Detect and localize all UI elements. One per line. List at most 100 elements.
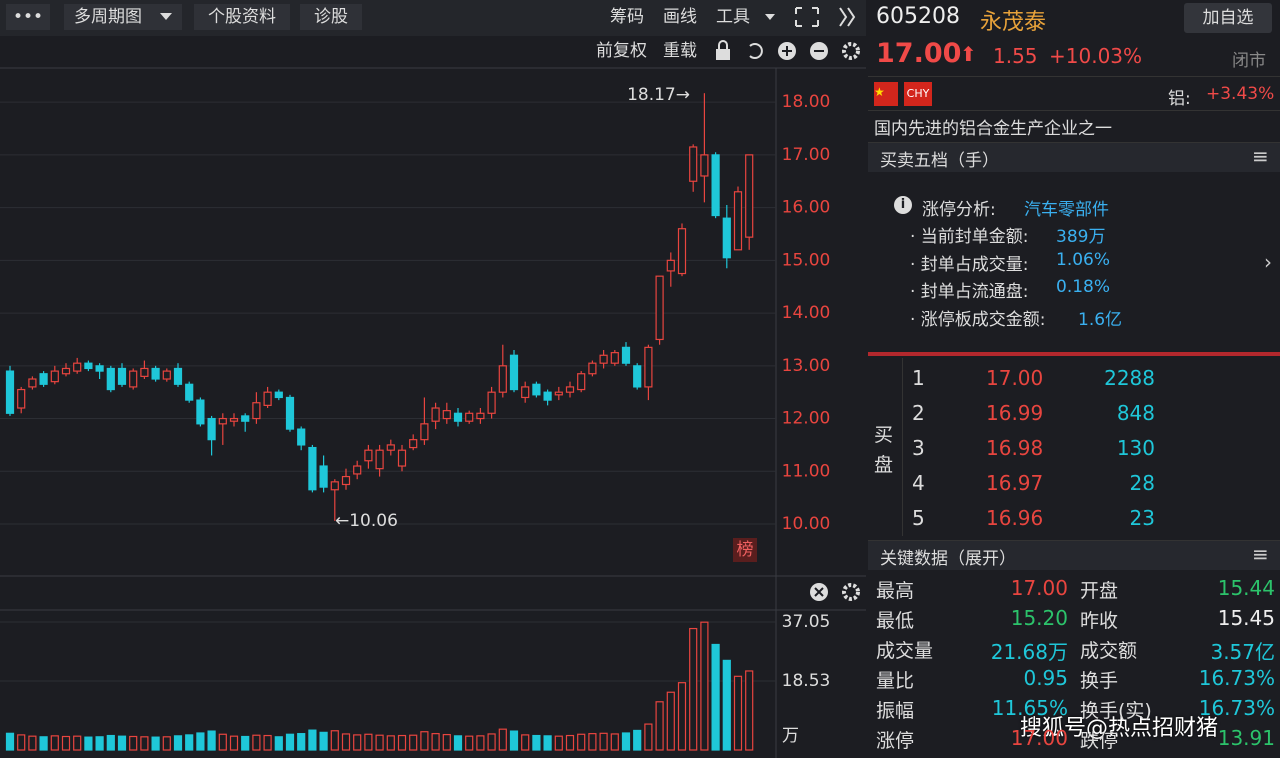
volume-bar	[129, 735, 138, 751]
y-tick-label: 12.00	[782, 409, 831, 429]
volume-bar	[487, 733, 496, 751]
candle-body	[129, 370, 138, 388]
watermark: 搜狐号@热点招财猪	[1020, 716, 1219, 741]
y-tick-label: 16.00	[782, 198, 831, 218]
volume-bar	[73, 735, 82, 751]
market-status: 闭市	[1232, 51, 1266, 71]
volume-bar	[386, 735, 395, 751]
candle-body	[285, 396, 295, 430]
bid-level: 4	[912, 471, 925, 495]
volume-bar	[554, 735, 563, 751]
candle-body	[487, 391, 496, 414]
candle-body	[711, 154, 720, 217]
adjust[interactable]: 前复权	[596, 41, 647, 61]
volume-bar	[207, 730, 216, 751]
order-title: 买卖五档（手）	[880, 151, 999, 171]
volume-bar	[218, 733, 227, 751]
more[interactable]: •••	[13, 7, 43, 27]
candle-body	[677, 228, 687, 275]
volume-bar	[330, 730, 339, 751]
volume-bar	[241, 735, 250, 751]
badge[interactable]: 榜	[737, 540, 754, 560]
volume-bar	[733, 675, 743, 751]
candle-body	[274, 391, 283, 399]
volume-bar	[39, 736, 48, 751]
menu[interactable]: ≡	[1252, 542, 1269, 566]
limit-item-value: 1.06%	[1056, 249, 1111, 270]
bid-price: 16.97	[986, 471, 1044, 495]
more-button[interactable]	[6, 4, 50, 30]
volume-bar	[341, 733, 351, 751]
candle-body	[532, 383, 541, 396]
volume-bar	[263, 734, 272, 751]
menu[interactable]: ≡	[1252, 144, 1269, 168]
candle-body	[39, 373, 48, 385]
volume-bar	[297, 733, 306, 751]
key-value: 15.44	[1217, 576, 1275, 600]
volume-bar	[185, 734, 194, 751]
bid-volume: 23	[1129, 506, 1155, 530]
candle-body	[185, 383, 194, 401]
candle-body	[554, 391, 563, 396]
key-label: 涨停	[876, 730, 915, 752]
volume-bar	[229, 735, 239, 751]
draw[interactable]: 画线	[663, 7, 697, 27]
expand-arrow[interactable]: ›	[1264, 250, 1272, 274]
candle-body	[745, 154, 754, 238]
volume-bar	[621, 732, 631, 751]
key-label: 成交额	[1080, 640, 1138, 662]
volume-bar	[106, 734, 115, 751]
key-value: 17.00	[1010, 726, 1068, 750]
volume-bar	[689, 627, 698, 751]
diagnose-button[interactable]	[300, 4, 362, 30]
period-button[interactable]	[64, 4, 182, 30]
candle-body	[509, 354, 519, 391]
candle-body	[341, 475, 351, 486]
key-value: 15.45	[1217, 606, 1275, 630]
key-label: 昨收	[1080, 610, 1119, 632]
volume-bar	[700, 621, 709, 751]
candle-body	[409, 439, 418, 449]
volume-bar	[476, 735, 485, 751]
volume-bar	[711, 643, 720, 751]
candle-body	[465, 412, 474, 422]
candle-body	[610, 352, 619, 364]
candle-body	[173, 367, 183, 385]
candle-body	[722, 217, 731, 259]
add-watch[interactable]: 加自选	[1184, 3, 1272, 33]
tools[interactable]: 工具	[716, 7, 750, 27]
profile[interactable]: 个股资料	[208, 7, 276, 27]
price: 17.00	[876, 38, 962, 69]
key-value: 16.73%	[1198, 696, 1275, 720]
diagnose[interactable]: 诊股	[314, 7, 348, 27]
key-label: 振幅	[876, 700, 915, 722]
bid-price: 16.99	[986, 401, 1044, 425]
key-value: 3.57亿	[1210, 640, 1275, 664]
candle-body	[50, 370, 59, 383]
volume-bar	[633, 729, 642, 751]
candle-body	[565, 386, 575, 393]
sector: 铝:	[1168, 89, 1191, 109]
limit-sector[interactable]: 汽车零部件	[1024, 200, 1109, 220]
candle-body	[117, 367, 127, 385]
key-label: 换手(实)	[1080, 700, 1152, 722]
change: 1.55	[993, 44, 1038, 68]
stock-name: 永茂泰	[980, 10, 1047, 35]
reload[interactable]: 重载	[663, 41, 697, 61]
volume-bar	[465, 735, 474, 751]
bid-volume: 130	[1116, 436, 1155, 460]
period[interactable]: 多周期图	[74, 7, 142, 27]
flag: ★	[874, 82, 898, 106]
bid-price: 17.00	[986, 366, 1044, 390]
up-arrow: ⬆	[960, 42, 977, 66]
candle-body	[633, 365, 642, 388]
volume-bar	[173, 735, 183, 751]
bid-price: 16.98	[986, 436, 1044, 460]
low-annotation: ←10.06	[335, 511, 398, 531]
volume-bar	[588, 733, 597, 751]
profile-button[interactable]	[194, 4, 290, 30]
volume-tick-label: 37.05	[782, 612, 831, 632]
chips[interactable]: 筹码	[610, 7, 644, 27]
volume-bar	[28, 735, 37, 751]
